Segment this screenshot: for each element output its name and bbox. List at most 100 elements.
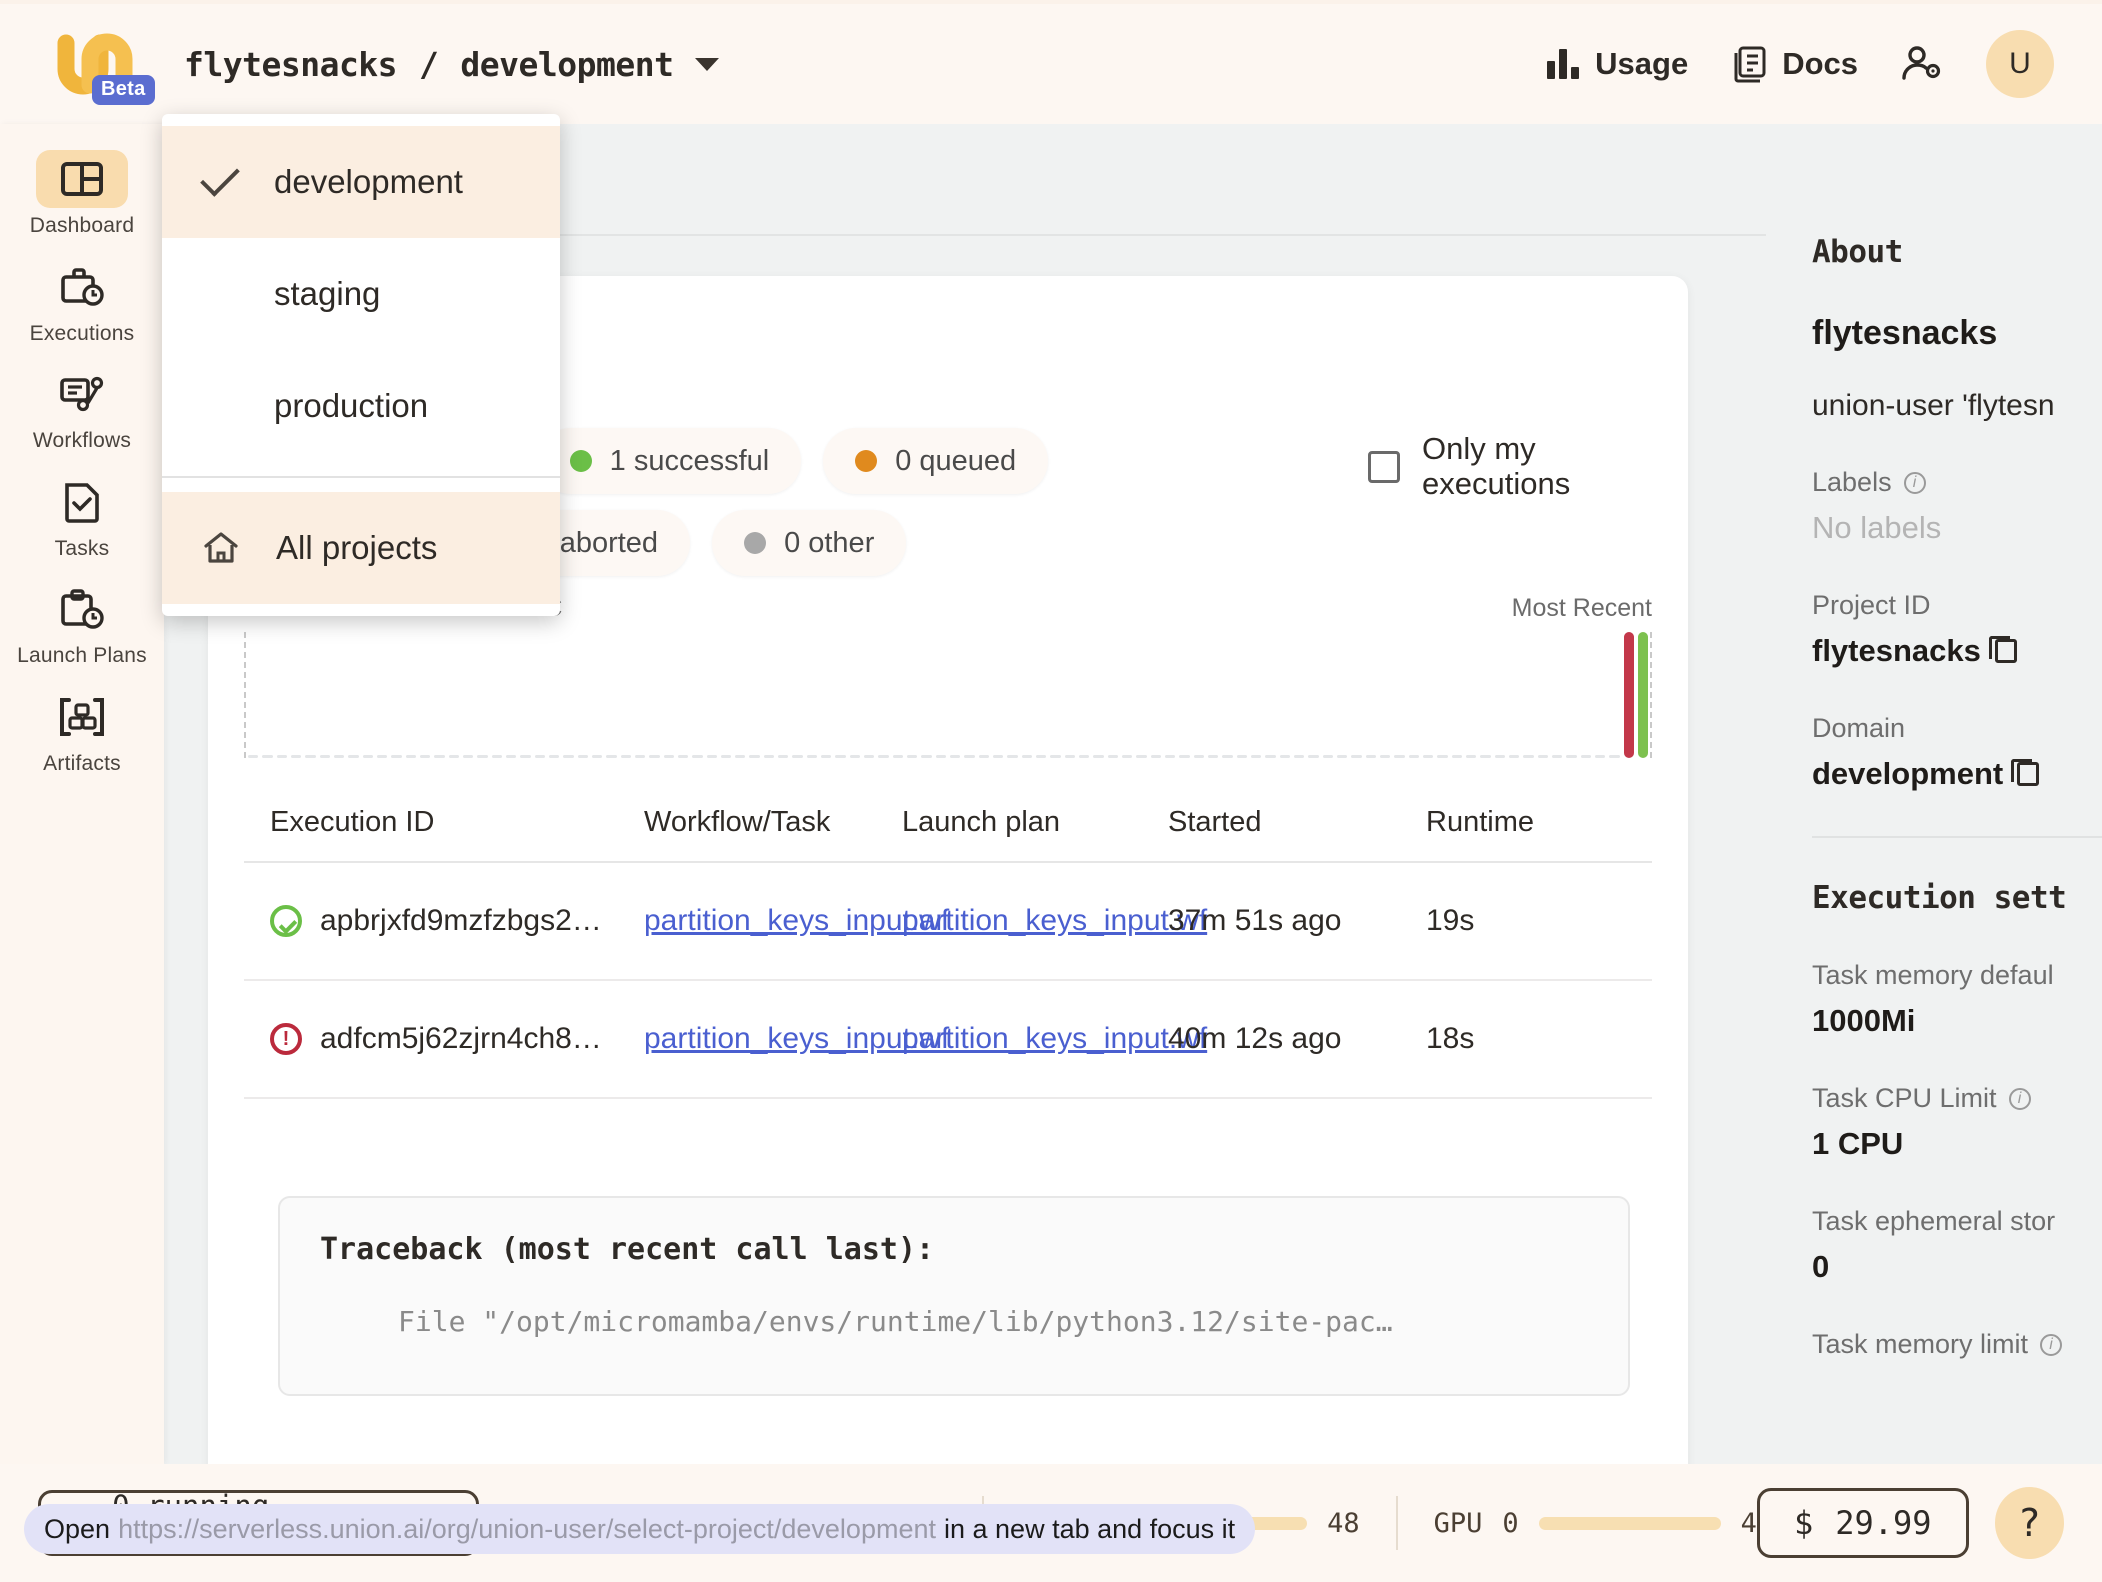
chart-bar[interactable]	[878, 755, 889, 758]
chart-bar[interactable]	[849, 755, 861, 758]
chart-bar[interactable]	[462, 755, 474, 758]
chart-bar[interactable]	[692, 755, 703, 758]
chart-bar[interactable]	[1480, 755, 1491, 758]
chart-bar[interactable]	[1050, 755, 1061, 758]
chart-bar[interactable]	[591, 755, 603, 758]
chart-bar[interactable]	[1637, 632, 1649, 758]
chart-bar[interactable]	[391, 755, 402, 758]
sidebar-item-artifacts[interactable]: Artifacts	[16, 684, 148, 784]
chart-bar[interactable]	[1021, 755, 1033, 758]
sidebar-item-workflows[interactable]: Workflows	[16, 361, 148, 461]
avatar[interactable]: U	[1986, 30, 2054, 98]
chart-bar[interactable]	[520, 755, 531, 758]
chart-bar[interactable]	[1279, 755, 1290, 758]
info-icon[interactable]: i	[2008, 1087, 2031, 1110]
chart-bar[interactable]	[978, 755, 990, 758]
chart-bar[interactable]	[548, 755, 560, 758]
chart-bar[interactable]	[763, 755, 775, 758]
chart-bar[interactable]	[1566, 755, 1577, 758]
chart-bar[interactable]	[1623, 632, 1634, 758]
chart-bar[interactable]	[448, 755, 459, 758]
chart-bar[interactable]	[577, 755, 588, 758]
chart-bar[interactable]	[1494, 755, 1505, 758]
sidebar-item-tasks[interactable]: Tasks	[16, 469, 148, 569]
table-row[interactable]: apbrjxfd9mzfzbgs2… partition_keys_input.…	[244, 863, 1652, 981]
chart-bar[interactable]	[778, 755, 789, 758]
chart-bar[interactable]	[1265, 755, 1276, 758]
union-logo[interactable]: Beta	[52, 25, 155, 105]
chart-bar[interactable]	[921, 755, 932, 758]
menu-item-development[interactable]: development	[162, 126, 560, 238]
chart-bar[interactable]	[935, 755, 947, 758]
chart-bar[interactable]	[1379, 755, 1391, 758]
executions-timeline-chart[interactable]	[244, 632, 1652, 758]
chart-bar[interactable]	[1236, 755, 1247, 758]
chart-bar[interactable]	[634, 755, 646, 758]
sidebar-item-dashboard[interactable]: Dashboard	[16, 146, 148, 246]
chart-bar[interactable]	[1394, 755, 1405, 758]
sidebar-item-launch-plans[interactable]: Launch Plans	[16, 576, 148, 676]
chart-bar[interactable]	[262, 755, 273, 758]
chart-bar[interactable]	[706, 755, 717, 758]
chart-bar[interactable]	[907, 755, 918, 758]
table-row[interactable]: ! adfcm5j62zjrn4ch8… partition_keys_inpu…	[244, 981, 1652, 1099]
workflow-link[interactable]: partition_keys_input.wf	[644, 904, 950, 937]
chart-bar[interactable]	[993, 755, 1004, 758]
chart-bar[interactable]	[1150, 755, 1161, 758]
chart-bar[interactable]	[835, 755, 846, 758]
chart-bar[interactable]	[434, 755, 445, 758]
chart-bar[interactable]	[1222, 755, 1233, 758]
chart-bar[interactable]	[892, 755, 904, 758]
launch-plan-link[interactable]: partition_keys_input.wf	[902, 904, 1208, 937]
chart-bar[interactable]	[477, 755, 488, 758]
chart-bar[interactable]	[1580, 755, 1591, 758]
breadcrumb[interactable]: flytesnacks / development	[184, 45, 720, 84]
chart-bar[interactable]	[319, 755, 330, 758]
chart-bar[interactable]	[964, 755, 975, 758]
chart-bar[interactable]	[248, 755, 259, 758]
chart-bar[interactable]	[1179, 755, 1190, 758]
menu-item-all-projects[interactable]: All projects	[162, 492, 560, 604]
menu-item-staging[interactable]: staging	[162, 238, 560, 350]
chart-bar[interactable]	[1451, 755, 1462, 758]
chart-bar[interactable]	[405, 755, 416, 758]
chart-bar[interactable]	[276, 755, 287, 758]
chart-bar[interactable]	[950, 755, 961, 758]
traceback-panel[interactable]: Traceback (most recent call last): File …	[278, 1196, 1630, 1396]
chart-bar[interactable]	[735, 755, 746, 758]
chart-bar[interactable]	[806, 755, 818, 758]
chart-bar[interactable]	[677, 755, 689, 758]
workflow-link[interactable]: partition_keys_input.wf	[644, 1022, 950, 1055]
chart-bar[interactable]	[1594, 755, 1606, 758]
chart-bar[interactable]	[1122, 755, 1133, 758]
chevron-down-icon[interactable]	[695, 57, 720, 71]
user-settings-button[interactable]	[1900, 45, 1944, 83]
launch-plan-link[interactable]: partition_keys_input.wf	[902, 1022, 1208, 1055]
chart-bar[interactable]	[1136, 755, 1147, 758]
chart-bar[interactable]	[720, 755, 732, 758]
usage-button[interactable]: Usage	[1545, 46, 1688, 82]
chart-bar[interactable]	[290, 755, 302, 758]
copy-icon[interactable]	[2011, 759, 2040, 786]
chart-bar[interactable]	[1193, 755, 1204, 758]
help-button[interactable]: ?	[1994, 1487, 2064, 1559]
chart-bar[interactable]	[1437, 755, 1448, 758]
chart-bar[interactable]	[305, 755, 316, 758]
sidebar-item-executions[interactable]: Executions	[16, 254, 148, 354]
chart-bar[interactable]	[563, 755, 574, 758]
chart-bar[interactable]	[348, 755, 359, 758]
chart-bar[interactable]	[1165, 755, 1176, 758]
chart-bar[interactable]	[1308, 755, 1319, 758]
copy-icon[interactable]	[1988, 636, 2017, 663]
chart-bar[interactable]	[376, 755, 388, 758]
chart-bar[interactable]	[792, 755, 803, 758]
only-my-executions-checkbox[interactable]	[1368, 450, 1400, 483]
chart-bar[interactable]	[491, 755, 502, 758]
chart-bar[interactable]	[1336, 755, 1348, 758]
chart-bar[interactable]	[1465, 755, 1477, 758]
chart-bar[interactable]	[1551, 755, 1563, 758]
chart-bar[interactable]	[362, 755, 373, 758]
chart-bar[interactable]	[419, 755, 431, 758]
chart-bar[interactable]	[1107, 755, 1119, 758]
chart-bar[interactable]	[1207, 755, 1219, 758]
